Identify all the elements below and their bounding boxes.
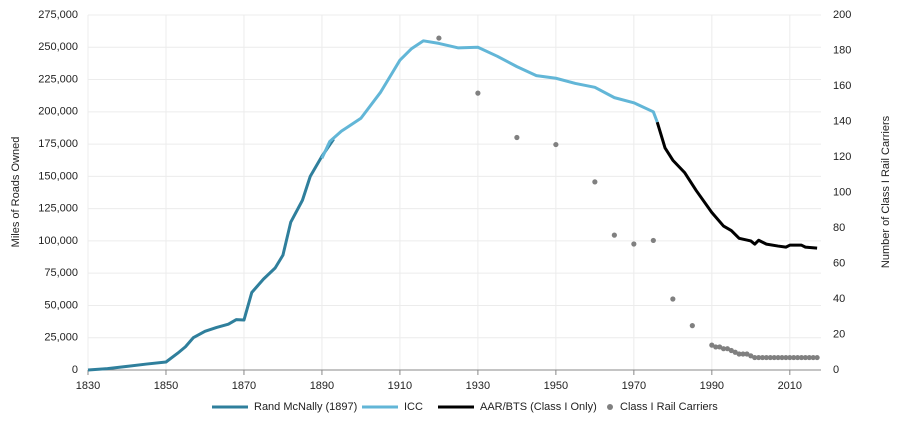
x-tick-label: 1830 (76, 380, 100, 392)
point (689, 323, 695, 329)
y-tick-label: 75,000 (44, 267, 78, 279)
point (802, 354, 809, 361)
y2-tick-label: 160 (833, 80, 851, 92)
y-tick-label: 275,000 (38, 9, 78, 21)
point (475, 90, 481, 96)
line-series (320, 39, 659, 159)
y2-tick-label: 0 (833, 364, 839, 376)
point (553, 141, 559, 148)
point (775, 354, 781, 361)
point (732, 349, 738, 355)
y-tick-label: 175,000 (38, 138, 78, 150)
point (611, 232, 617, 238)
point (670, 296, 676, 302)
point (756, 354, 762, 361)
y-tick-label: 100,000 (38, 235, 78, 247)
y2-tick-label: 140 (833, 115, 851, 127)
y2-tick-label: 40 (833, 293, 845, 305)
y-tick-label: 200,000 (38, 106, 78, 118)
legend-label: ICC (404, 401, 423, 413)
point (779, 354, 785, 361)
point (650, 237, 656, 244)
point (763, 354, 770, 361)
point (514, 134, 520, 141)
x-tick-label: 1970 (622, 380, 646, 392)
y-tick-label: 125,000 (38, 203, 78, 215)
y-tick-label: 250,000 (38, 41, 78, 53)
point (806, 354, 812, 361)
y2-tick-label: 200 (833, 9, 851, 21)
x-tick-label: 1850 (154, 380, 178, 392)
point (795, 354, 801, 361)
point (814, 354, 820, 361)
x-tick-label: 1990 (700, 380, 724, 392)
x-tick-label: 1910 (388, 380, 412, 392)
point (791, 354, 797, 361)
point (631, 241, 637, 247)
x-tick-label: 1930 (466, 380, 490, 392)
point (767, 354, 773, 361)
point (748, 353, 754, 359)
legend-label: Class I Rail Carriers (620, 401, 718, 413)
point (713, 344, 719, 350)
point (752, 354, 758, 361)
y-tick-label: 225,000 (38, 73, 78, 85)
point (724, 346, 731, 352)
y2-tick-label: 180 (833, 44, 851, 56)
x-tick-label: 1890 (310, 380, 334, 392)
legend-marker (607, 404, 613, 410)
y-axis-label: Miles of Roads Owned (10, 137, 22, 248)
legend-label: AAR/BTS (Class I Only) (480, 401, 597, 413)
point (728, 347, 734, 354)
y-tick-label: 50,000 (44, 299, 78, 311)
line-series (655, 121, 818, 250)
point (783, 354, 789, 361)
x-tick-label: 1950 (544, 380, 568, 392)
y-tick-label: 25,000 (44, 332, 78, 344)
point (740, 351, 746, 357)
y-tick-label: 150,000 (38, 170, 78, 182)
point (592, 179, 598, 185)
y2-axis-label: Number of Class I Rail Carriers (880, 115, 892, 268)
y2-tick-label: 60 (833, 257, 845, 269)
point (436, 35, 442, 41)
y2-tick-label: 80 (833, 222, 845, 234)
point (759, 354, 766, 361)
point (709, 342, 715, 348)
x-tick-label: 2010 (778, 380, 802, 392)
x-tick-label: 1870 (232, 380, 256, 392)
y2-tick-label: 120 (833, 151, 851, 163)
point (798, 354, 805, 361)
y2-tick-label: 100 (833, 186, 851, 198)
point (810, 354, 816, 361)
point (744, 351, 750, 357)
point (736, 351, 742, 357)
line-series (87, 138, 335, 372)
y-tick-label: 0 (72, 364, 78, 376)
point (787, 354, 793, 361)
point (717, 344, 723, 350)
point (771, 354, 777, 361)
y2-tick-label: 20 (833, 328, 845, 340)
legend-label: Rand McNally (1897) (254, 401, 357, 413)
point (720, 346, 727, 352)
